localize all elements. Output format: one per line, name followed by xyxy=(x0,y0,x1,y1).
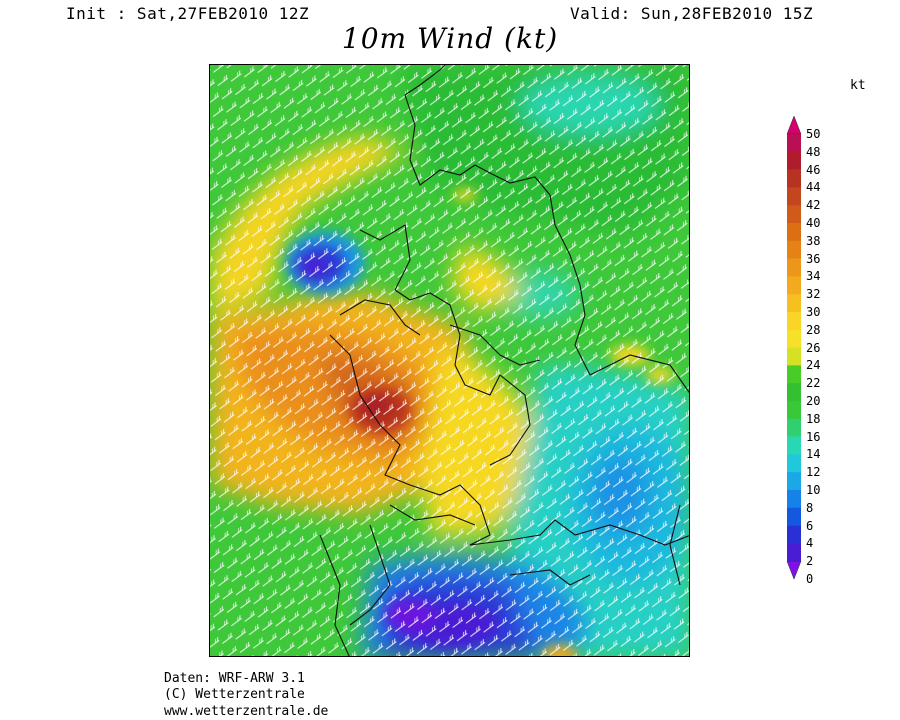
colorbar-tick-label: 46 xyxy=(806,162,821,177)
colorbar-bottom-arrow xyxy=(786,560,802,580)
country-borders xyxy=(319,65,689,656)
valid-time-label: Valid: Sun,28FEB2010 15Z xyxy=(570,4,814,23)
colorbar-cell xyxy=(787,329,801,348)
colorbar-tick-label: 4 xyxy=(806,536,814,551)
colorbar-cell xyxy=(787,134,801,153)
colorbar-cell xyxy=(787,151,801,170)
colorbar-cell xyxy=(787,365,801,384)
init-time-label: Init : Sat,27FEB2010 12Z xyxy=(66,4,310,23)
colorbar-tick-label: 14 xyxy=(806,447,821,462)
credit-website: www.wetterzentrale.de xyxy=(164,704,329,719)
colorbar-tick-label: 40 xyxy=(806,216,821,230)
colorbar-cell xyxy=(787,223,801,242)
colorbar-tick-label: 36 xyxy=(806,251,821,266)
colorbar-tick-label: 2 xyxy=(806,554,814,569)
colorbar-cell xyxy=(787,312,801,331)
colorbar-tick-label: 38 xyxy=(806,233,821,248)
colorbar-cell xyxy=(787,169,801,188)
colorbar-tick-label: 20 xyxy=(806,394,821,408)
colorbar-top-arrow xyxy=(786,116,802,135)
credit-data-source: Daten: WRF-ARW 3.1 xyxy=(164,671,305,686)
colorbar-cell xyxy=(787,347,801,366)
colorbar-cell xyxy=(787,472,801,491)
colorbar-tick-label: 42 xyxy=(806,198,821,213)
colorbar-tick-label: 30 xyxy=(806,305,821,319)
colorbar-cell xyxy=(787,383,801,402)
colorbar-cell xyxy=(787,418,801,437)
credit-copyright: (C) Wetterzentrale xyxy=(164,687,305,702)
colorbar-cell xyxy=(787,490,801,509)
colorbar-tick-label: 24 xyxy=(806,358,821,373)
wind-map xyxy=(209,64,690,657)
wind-barbs-overlay xyxy=(210,65,689,656)
colorbar-tick-label: 12 xyxy=(806,465,821,480)
colorbar-tick-label: 48 xyxy=(806,144,821,159)
colorbar-cell xyxy=(787,187,801,206)
colorbar-tick-label: 28 xyxy=(806,322,821,337)
colorbar-cell xyxy=(787,543,801,562)
colorbar-tick-label: 50 xyxy=(806,127,821,141)
colorbar-cell xyxy=(787,276,801,295)
colorbar-cell xyxy=(787,507,801,526)
colorbar-cell xyxy=(787,454,801,473)
colorbar-tick-label: 10 xyxy=(806,483,821,497)
map-title: 10m Wind (kt) xyxy=(341,22,559,55)
colorbar-cell xyxy=(787,240,801,259)
colorbar-cell xyxy=(787,525,801,544)
colorbar-tick-label: 18 xyxy=(806,411,821,426)
colorbar-tick-label: 16 xyxy=(806,429,821,444)
colorbar-tick-label: 26 xyxy=(806,340,821,355)
colorbar-tick-label: 44 xyxy=(806,180,821,195)
colorbar-cell xyxy=(787,258,801,277)
wind-colorbar xyxy=(786,116,802,580)
colorbar-tick-label: 8 xyxy=(806,500,814,515)
colorbar-tick-label: 32 xyxy=(806,287,821,302)
colorbar-tick-label: 0 xyxy=(806,572,814,586)
wind-field-svg xyxy=(210,65,689,656)
colorbar-tick-label: 6 xyxy=(806,518,814,533)
colorbar-tick-label: 22 xyxy=(806,376,821,391)
colorbar-cell xyxy=(787,436,801,455)
colorbar-tick-label: 34 xyxy=(806,269,821,284)
legend-unit-label: kt xyxy=(850,78,866,93)
colorbar-cell xyxy=(787,294,801,313)
colorbar-cell xyxy=(787,205,801,224)
colorbar-cell xyxy=(787,401,801,420)
